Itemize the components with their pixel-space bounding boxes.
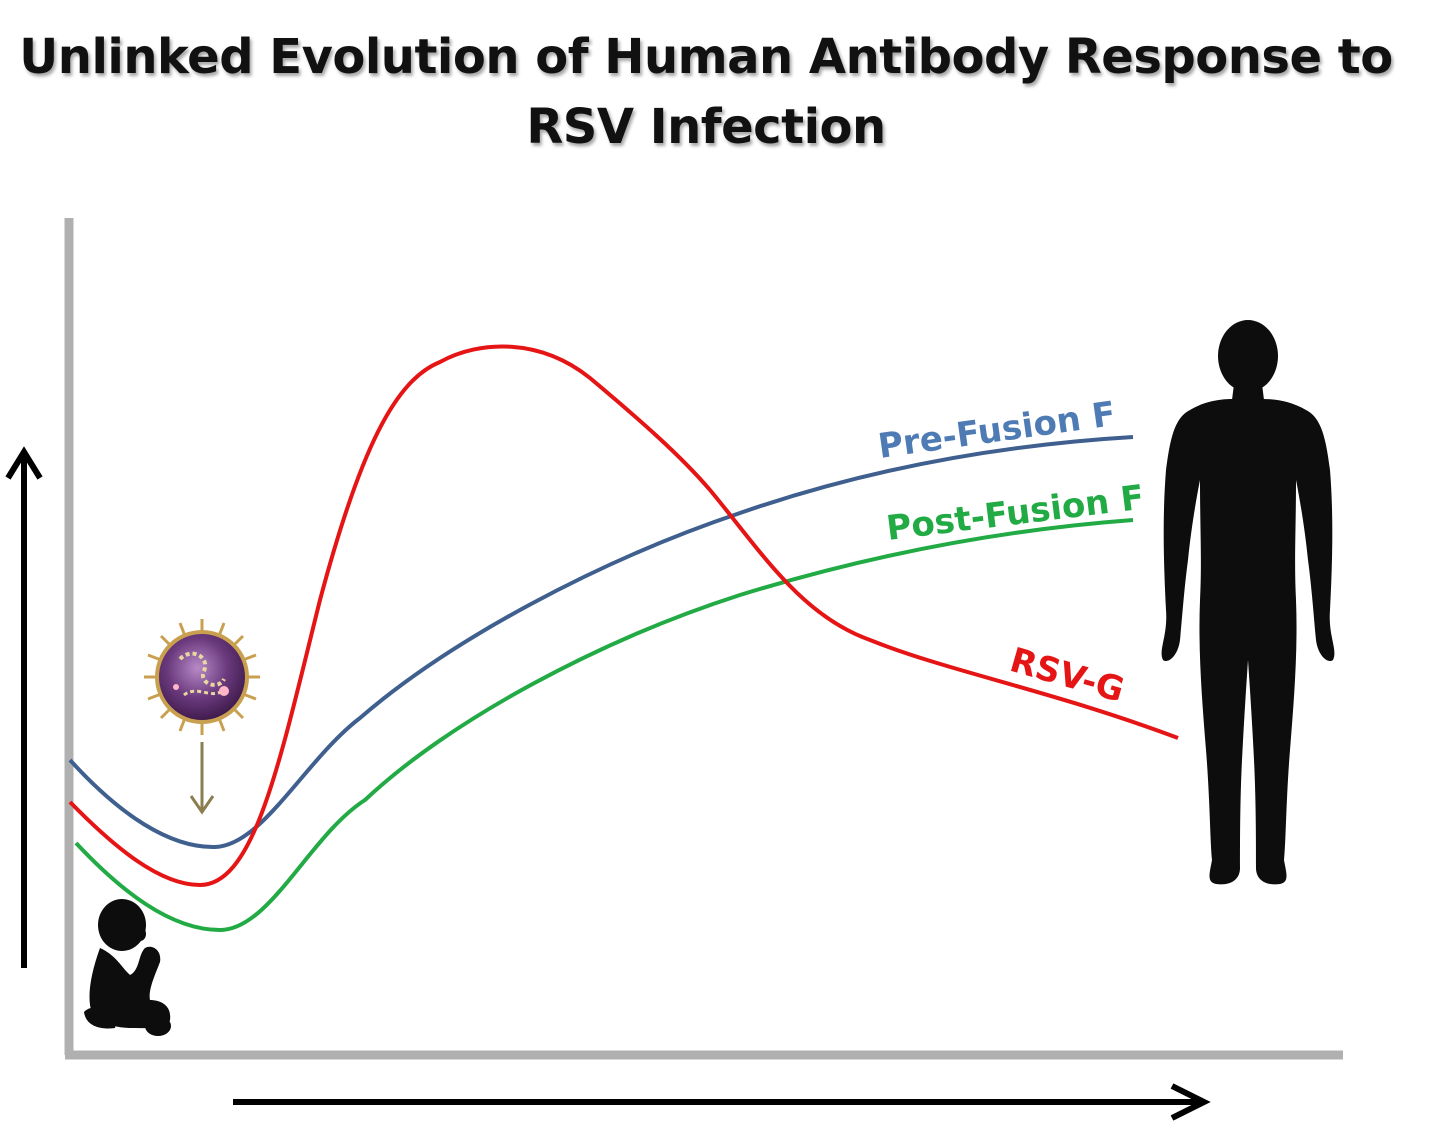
y-arrow-icon: [5, 446, 43, 968]
title-line-1: Unlinked Evolution of Human Antibody Res…: [19, 29, 1393, 85]
label-prefusion: Pre-Fusion F: [876, 394, 1118, 467]
baby-silhouette-icon: [84, 899, 171, 1036]
x-arrow-icon: [233, 1083, 1211, 1121]
curve-postfusion: [74, 518, 1134, 933]
curve-rsvg: [68, 344, 1179, 888]
diagram-title: Unlinked Evolution of Human Antibody Res…: [0, 22, 1412, 162]
adult-silhouette-icon: [1161, 320, 1335, 885]
infection-pointer-icon: [189, 742, 215, 815]
label-postfusion: Post-Fusion F: [884, 478, 1146, 549]
curve-prefusion: [68, 435, 1134, 850]
title-line-2: RSV Infection: [526, 99, 886, 155]
rsv-virus-icon: [144, 619, 260, 735]
